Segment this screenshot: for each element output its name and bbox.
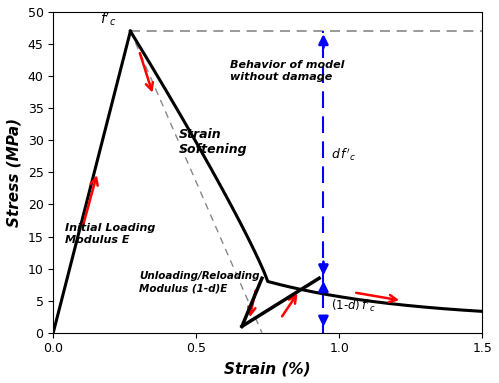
Text: Unloading/Reloading
Modulus (1-d)E: Unloading/Reloading Modulus (1-d)E <box>139 272 259 293</box>
Y-axis label: Stress (MPa): Stress (MPa) <box>7 118 22 227</box>
X-axis label: Strain (%): Strain (%) <box>225 361 311 376</box>
Text: Strain
Softening: Strain Softening <box>179 128 248 156</box>
Text: Initial Loading
Modulus E: Initial Loading Modulus E <box>65 223 155 245</box>
Text: Behavior of model
without damage: Behavior of model without damage <box>231 60 345 82</box>
Text: $f'_c$: $f'_c$ <box>100 10 116 28</box>
Text: $d\,f'_c$: $d\,f'_c$ <box>330 146 355 163</box>
Text: $(1\text{-}d)\,f'_c$: $(1\text{-}d)\,f'_c$ <box>330 297 375 314</box>
